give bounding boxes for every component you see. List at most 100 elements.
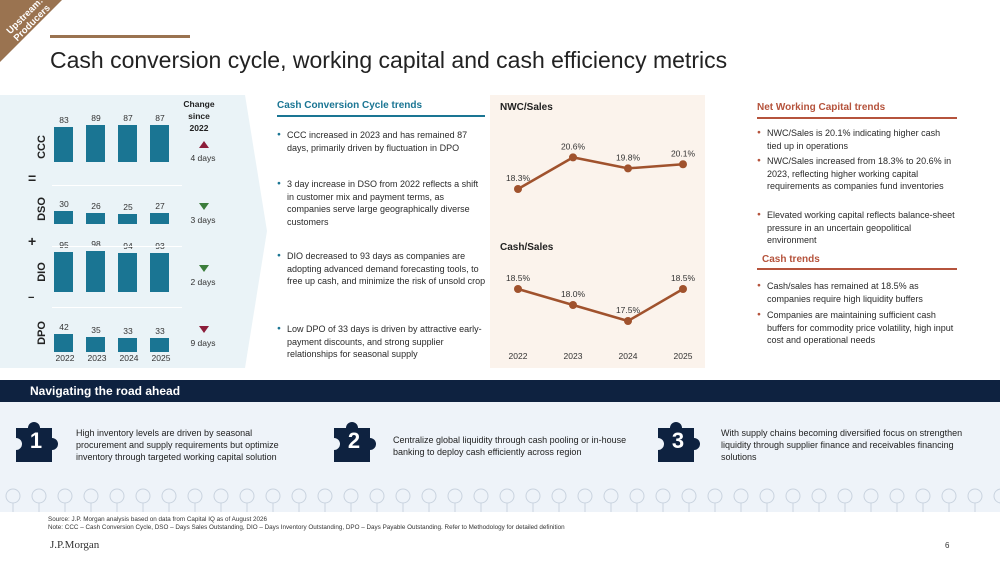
bar-value-label: 89 — [91, 112, 101, 123]
tree-icon — [811, 488, 827, 512]
change-value: 4 days — [190, 153, 216, 163]
row-separator — [52, 185, 182, 186]
change-value: 3 days — [190, 215, 216, 225]
corner-tag — [0, 0, 62, 62]
data-label: 20.6% — [561, 141, 586, 151]
nav-section-title: Navigating the road ahead — [30, 384, 181, 398]
bar-value-label: 30 — [59, 199, 69, 210]
tree-icon — [161, 488, 177, 512]
x-tick-label: 2025 — [674, 351, 693, 361]
bar-dio — [86, 250, 105, 292]
decrease-arrow-icon — [199, 265, 209, 272]
bar-value-label: 87 — [123, 113, 133, 124]
bar-ccc — [118, 125, 137, 162]
tree-icon — [577, 488, 593, 512]
tree-icon — [239, 488, 255, 512]
bar-value-label: 95 — [49, 240, 79, 250]
tree-icon — [213, 488, 229, 512]
tree-icon — [135, 488, 151, 512]
data-point — [679, 160, 687, 169]
bar-value-label: 93 — [155, 240, 165, 251]
tree-icon — [603, 488, 619, 512]
data-label: 18.5% — [506, 273, 531, 283]
tree-icon — [421, 488, 437, 512]
line-charts: 18.3% 20.6% 19.8% 20.1% 18.5% 18.0% 17.5% 18.5%… — [506, 141, 696, 361]
bar-ccc — [54, 127, 73, 162]
data-point — [569, 301, 577, 309]
nwc-bullet: NWC/Sales increased from 18.3% to 20.6% … — [757, 155, 957, 193]
nwc-bullet: Elevated working capital reflects balanc… — [757, 209, 957, 247]
nav-item-text: Centralize global liquidity through cash… — [393, 435, 627, 457]
nav-item-text: With supply chains becoming diversified … — [721, 428, 963, 462]
tree-icon — [317, 488, 333, 512]
cash-bullet: Companies are maintaining sufficient cas… — [757, 309, 957, 347]
change-header: Change since 2022 — [183, 99, 215, 133]
year-label: 2023 — [87, 353, 107, 363]
tree-icon — [109, 488, 125, 512]
bar-dso — [54, 211, 73, 224]
tree-icon — [499, 488, 515, 512]
bar-value-label: 42 — [59, 322, 69, 333]
nav-item-number: 3 — [671, 428, 685, 453]
data-label: 20.1% — [671, 148, 696, 158]
data-label: 17.5% — [616, 305, 641, 315]
bar-value-label: 27 — [155, 200, 165, 211]
tree-icon — [629, 488, 645, 512]
tree-icon — [941, 488, 957, 512]
tree-icon — [291, 488, 307, 512]
tree-icon — [395, 488, 411, 512]
x-tick-label: 2024 — [619, 351, 638, 361]
bar-value-label: 94 — [113, 241, 143, 251]
plus-symbol: + — [28, 233, 37, 249]
tree-icon — [967, 488, 983, 512]
data-point — [679, 285, 687, 293]
bar-dpo — [54, 334, 73, 352]
tree-icon — [31, 488, 47, 512]
x-tick-label: 2022 — [509, 351, 528, 361]
tree-icon — [993, 488, 1000, 504]
tree-icon — [863, 488, 879, 512]
bar-value-label: 33 — [155, 326, 165, 337]
minus-symbol: − — [28, 292, 35, 304]
bar-value-label: 33 — [123, 326, 133, 337]
puzzle-piece-icon — [16, 422, 58, 462]
bar-value-label: 26 — [91, 201, 101, 212]
bar-ccc — [86, 124, 105, 162]
page-title: Cash conversion cycle, working capital a… — [50, 47, 728, 73]
puzzle-piece-icon — [334, 422, 376, 462]
bar-dso — [86, 213, 105, 224]
bar-ccc — [150, 125, 169, 162]
data-label: 18.5% — [671, 273, 696, 283]
heading-underline — [757, 268, 957, 270]
bar-value-label: 83 — [59, 115, 69, 126]
change-value: 2 days — [190, 277, 216, 287]
bar-dio — [150, 252, 169, 292]
tree-icon — [265, 488, 281, 512]
bar-dpo — [150, 338, 169, 352]
bar-dio — [54, 252, 73, 292]
ccc-bullet: CCC increased in 2023 and has remained 8… — [277, 129, 482, 154]
tree-icon — [759, 488, 775, 512]
decrease-arrow-icon — [199, 326, 209, 333]
tree-icon — [525, 488, 541, 512]
jpmorgan-logo: J.P.Morgan — [50, 539, 100, 551]
data-point — [624, 317, 632, 325]
bar-value-label: 35 — [91, 325, 101, 336]
nav-item-text: High inventory levels are driven by seas… — [76, 428, 279, 462]
footer-note: Note: CCC – Cash Conversion Cycle, DSO –… — [48, 524, 565, 531]
bar-value-label: 87 — [155, 113, 165, 124]
data-label: 18.0% — [561, 289, 586, 299]
series-line — [517, 156, 684, 191]
bar-value-label: 25 — [123, 201, 133, 212]
row-label-dio: DIO — [36, 262, 48, 282]
line-charts-panel — [490, 95, 705, 368]
nwc-bullet: NWC/Sales is 20.1% indicating higher cas… — [757, 127, 957, 152]
data-point — [624, 164, 632, 173]
puzzle-piece-icon — [658, 422, 700, 462]
tree-icon — [369, 488, 385, 512]
tree-icon — [5, 488, 21, 512]
tree-icon — [83, 488, 99, 512]
tree-icon — [343, 488, 359, 512]
year-label: 2025 — [151, 353, 171, 363]
